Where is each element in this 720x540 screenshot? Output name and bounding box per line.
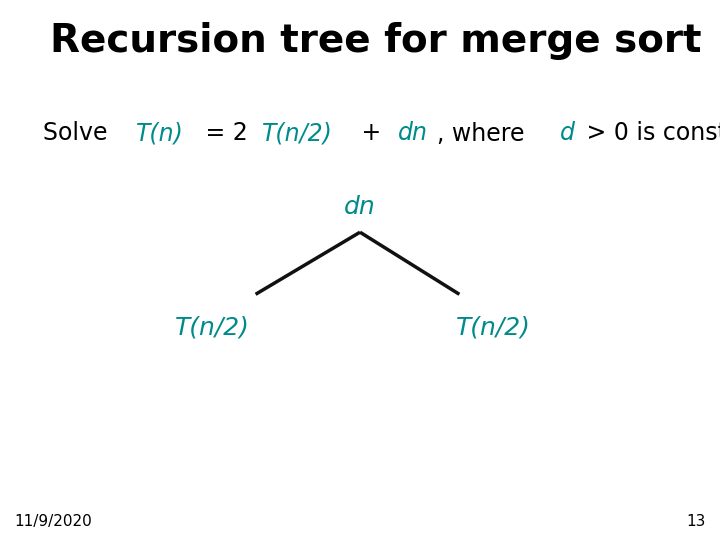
Text: +: + (354, 122, 388, 145)
Text: = 2: = 2 (198, 122, 248, 145)
Text: d: d (559, 122, 575, 145)
Text: T(n): T(n) (136, 122, 184, 145)
Text: Recursion tree for merge sort: Recursion tree for merge sort (50, 22, 702, 59)
Text: > 0 is constant.: > 0 is constant. (579, 122, 720, 145)
Text: T(n/2): T(n/2) (175, 316, 250, 340)
Text: T(n/2): T(n/2) (456, 316, 531, 340)
Text: 13: 13 (686, 514, 706, 529)
Text: dn: dn (344, 195, 376, 219)
Text: , where: , where (437, 122, 532, 145)
Text: 11/9/2020: 11/9/2020 (14, 514, 92, 529)
Text: Solve: Solve (43, 122, 115, 145)
Text: T(n/2): T(n/2) (262, 122, 333, 145)
Text: dn: dn (398, 122, 428, 145)
